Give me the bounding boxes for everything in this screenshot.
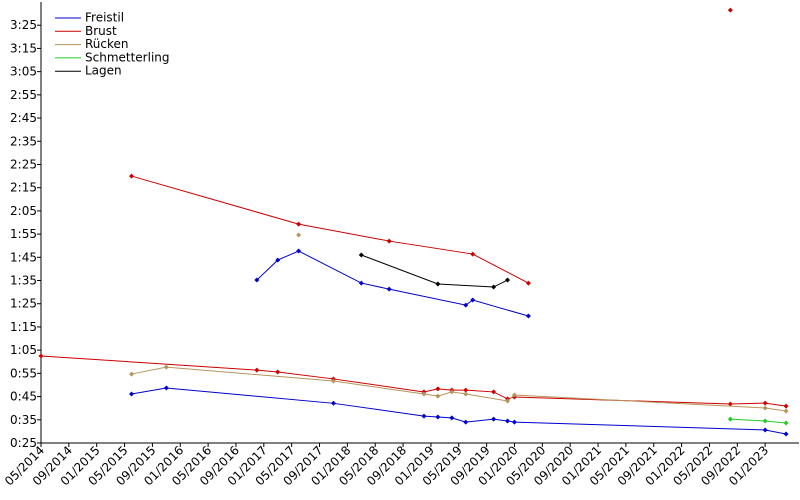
- data-point: [296, 248, 302, 254]
- y-tick-label: 1:15: [10, 320, 37, 334]
- data-point: [727, 7, 733, 13]
- data-point: [129, 371, 135, 377]
- y-tick-label: 1:25: [10, 297, 37, 311]
- legend-label: Lagen: [85, 64, 122, 78]
- data-point: [463, 387, 469, 393]
- series-line: [730, 418, 787, 424]
- data-point: [386, 238, 392, 244]
- data-point: [491, 416, 497, 422]
- y-tick-label: 1:05: [10, 343, 37, 357]
- data-point: [463, 419, 469, 425]
- data-point: [470, 297, 476, 303]
- y-tick-label: 0:45: [10, 390, 37, 404]
- y-tick-label: 0:25: [10, 436, 37, 450]
- y-tick-label: 2:25: [10, 157, 37, 171]
- y-tick-label: 1:45: [10, 250, 37, 264]
- data-point: [463, 302, 469, 308]
- data-point: [783, 408, 789, 414]
- data-point: [727, 401, 733, 407]
- data-point: [421, 391, 427, 397]
- data-point: [762, 418, 768, 424]
- data-point: [525, 280, 531, 286]
- legend-label: Freistil: [85, 11, 124, 25]
- y-tick-label: 3:05: [10, 65, 37, 79]
- data-point: [511, 419, 517, 425]
- data-point: [762, 400, 768, 406]
- data-point: [470, 251, 476, 257]
- data-point: [762, 427, 768, 433]
- data-point: [435, 393, 441, 399]
- y-tick-label: 2:35: [10, 134, 37, 148]
- data-point: [358, 252, 364, 258]
- data-point: [275, 257, 281, 263]
- data-point: [296, 221, 302, 227]
- data-point: [491, 389, 497, 395]
- series-line: [40, 355, 787, 407]
- data-point: [435, 281, 441, 287]
- legend-label: Rücken: [85, 37, 129, 51]
- series-line: [131, 366, 787, 412]
- data-point: [129, 173, 135, 179]
- data-point: [505, 277, 511, 283]
- data-point: [783, 403, 789, 409]
- data-point: [435, 386, 441, 392]
- series-line: [131, 387, 787, 435]
- data-point: [783, 431, 789, 437]
- y-tick-label: 3:25: [10, 18, 37, 32]
- y-tick-label: 3:15: [10, 41, 37, 55]
- data-point: [296, 232, 302, 238]
- data-point: [163, 385, 169, 391]
- data-point: [463, 391, 469, 397]
- y-tick-label: 2:15: [10, 181, 37, 195]
- legend-label: Brust: [85, 24, 117, 38]
- series-line: [256, 250, 529, 317]
- data-point: [163, 364, 169, 370]
- data-point: [421, 413, 427, 419]
- y-tick-label: 0:35: [10, 413, 37, 427]
- data-point: [783, 420, 789, 426]
- data-point: [129, 391, 135, 397]
- data-point: [505, 398, 511, 404]
- data-point: [727, 416, 733, 422]
- data-point: [505, 418, 511, 424]
- series-line: [361, 254, 508, 288]
- data-point: [491, 284, 497, 290]
- data-point: [358, 280, 364, 286]
- data-point: [511, 392, 517, 398]
- data-point: [330, 400, 336, 406]
- data-point: [449, 415, 455, 421]
- data-point: [254, 277, 260, 283]
- data-point: [254, 367, 260, 373]
- data-point: [762, 405, 768, 411]
- data-point: [525, 313, 531, 319]
- data-point: [275, 369, 281, 375]
- y-tick-label: 2:55: [10, 88, 37, 102]
- data-point: [449, 389, 455, 395]
- data-point: [435, 414, 441, 420]
- y-tick-label: 2:45: [10, 111, 37, 125]
- legend-label: Schmetterling: [85, 50, 170, 64]
- data-point: [386, 286, 392, 292]
- y-tick-label: 1:35: [10, 274, 37, 288]
- y-tick-label: 1:55: [10, 227, 37, 241]
- y-tick-label: 2:05: [10, 204, 37, 218]
- data-point: [38, 353, 44, 359]
- data-point: [330, 378, 336, 384]
- y-tick-label: 0:55: [10, 366, 37, 380]
